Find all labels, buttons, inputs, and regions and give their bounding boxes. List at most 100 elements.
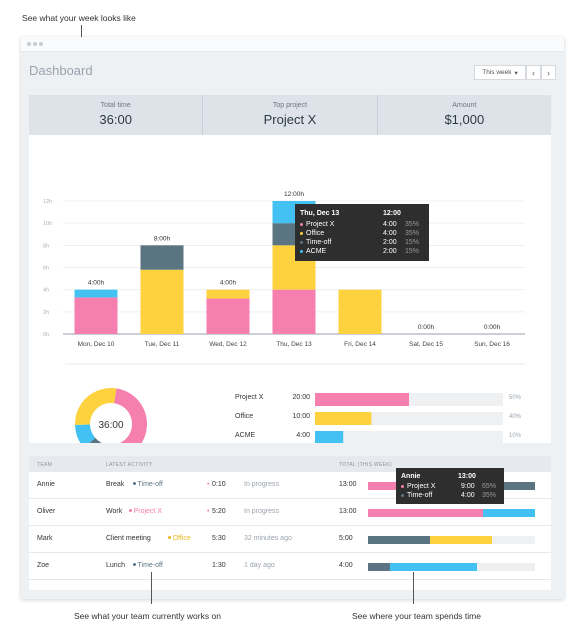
bar-total-label: 0:00h (418, 324, 435, 331)
tooltip-row-pct: 35% (405, 221, 420, 228)
tooltip-total: 13:00 (458, 473, 476, 480)
chevron-left-icon: ‹ (532, 67, 535, 78)
tooltip-row-time: 2:00 (383, 239, 397, 246)
breakdown-time: 10:00 (292, 413, 310, 420)
tooltip-row-time: 9:00 (461, 483, 475, 490)
breakdown-track (315, 431, 503, 443)
tooltip-total: 12:00 (383, 210, 401, 217)
bar-segment[interactable] (74, 297, 118, 334)
bar-segment[interactable] (140, 245, 184, 270)
tooltip-row-name: Project X (407, 483, 436, 490)
weekly-bar-chart: 0h 2h 4h 6h 8h 10h 12h 4:00h Mon, Dec 10 8:00h Tue… (43, 191, 525, 443)
breakdown-bar[interactable] (315, 393, 409, 406)
member-time-segment[interactable] (368, 563, 390, 571)
tooltip-row-pct: 35% (405, 230, 420, 237)
bar-segment[interactable] (140, 269, 184, 334)
x-tick-label: Sat, Dec 15 (409, 341, 443, 348)
activity-duration: 5:20 (212, 508, 226, 515)
window-dot (39, 42, 43, 46)
week-select[interactable]: This week ▾ (474, 65, 526, 80)
tooltip-row-name: Time-off (306, 239, 332, 246)
activity-status: 32 minutes ago (244, 535, 292, 542)
tooltip-row-time: 4:00 (383, 221, 397, 228)
stat-total-time: Total time 36:00 (29, 95, 204, 135)
breakdown-bar[interactable] (315, 431, 344, 443)
bar-segment[interactable] (206, 298, 250, 334)
member-time-segment[interactable] (368, 536, 430, 544)
tooltip-row-pct: 35% (482, 492, 497, 499)
member-time-segment[interactable] (368, 509, 484, 517)
callout-team-line (151, 572, 152, 604)
tooltip-row-pct: 15% (405, 239, 420, 246)
running-dot: • (207, 481, 210, 488)
activity-task: Lunch (106, 562, 126, 569)
overview-panel: 0h 2h 4h 6h 8h 10h 12h 4:00h Mon, Dec 10 8:00h Tue… (29, 135, 551, 443)
legend-dot (401, 485, 404, 488)
prev-week-button[interactable]: ‹ (526, 65, 541, 80)
member-total: 13:00 (339, 508, 357, 515)
x-tick-label: Mon, Dec 10 (78, 341, 115, 348)
activity-status: In progress (244, 481, 280, 488)
breakdown-percent: 40% (509, 414, 522, 420)
running-dot: • (207, 508, 210, 515)
stat-label: Top project (272, 102, 308, 109)
activity-status: 1 day ago (244, 562, 275, 569)
chevron-right-icon: › (547, 67, 550, 78)
callout-time-line (413, 572, 414, 604)
team-row[interactable]: Mark Client meeting Office 5:30 32 minutes a… (29, 526, 551, 553)
activity-project: Project X (126, 508, 162, 515)
team-table: TEAM LATEST ACTIVITY TOTAL (THIS WEEK) A… (29, 456, 551, 590)
member-time-segment[interactable] (389, 563, 477, 571)
stats-bar: Total time 36:00 Top project Project X A… (29, 95, 551, 135)
donut-center-label: 36:00 (98, 420, 123, 431)
callout-team-time: See where your team spends time (352, 611, 481, 621)
tooltip-row-name: Office (306, 230, 325, 237)
member-name: Annie (37, 481, 55, 488)
x-tick-label: Fri, Dec 14 (344, 341, 376, 348)
bar-segment[interactable] (206, 289, 250, 299)
tooltip-row-time: 4:00 (383, 230, 397, 237)
breakdown-time: 20:00 (292, 394, 310, 401)
y-tick-label: 2h (43, 310, 49, 316)
stat-amount: Amount $1,000 (378, 95, 551, 135)
bar-total-label: 0:00h (484, 324, 501, 331)
bar-total-label: 12:00h (284, 191, 304, 198)
bar-total-label: 4:00h (220, 280, 237, 287)
team-tooltip: Annie 13:00 Project X 9:00 65% Time-off 4:00… (396, 468, 504, 504)
bar-segment[interactable] (74, 289, 118, 298)
x-tick-label: Thu, Dec 13 (276, 341, 312, 348)
donut-slice[interactable] (84, 437, 101, 443)
app-window: Dashboard This week ▾ ‹ › Total time 36:… (21, 37, 564, 599)
breakdown-name: Office (235, 413, 253, 420)
breakdown-time: 4:00 (296, 432, 310, 439)
tooltip-name: Annie (401, 473, 421, 480)
donut-slice[interactable] (94, 388, 147, 443)
activity-task: Work (106, 508, 123, 515)
tooltip-row-pct: 65% (482, 483, 497, 490)
bar-segment[interactable] (272, 289, 316, 334)
tooltip-row-name: Project X (306, 221, 335, 228)
team-row[interactable]: Oliver Work Project X • 5:20 In progress 13:00 (29, 499, 551, 526)
tooltip-row-name: ACME (306, 248, 327, 255)
y-tick-label: 8h (43, 243, 49, 249)
donut-slice[interactable] (75, 388, 117, 425)
x-tick-label: Sun, Dec 16 (474, 341, 510, 348)
breakdown-bar[interactable] (315, 412, 372, 425)
member-total: 13:00 (339, 481, 357, 488)
donut-slice[interactable] (75, 424, 96, 443)
team-row[interactable]: Zoe Lunch Time-off 1:30 1 day ago 4:00 (29, 553, 551, 580)
legend-dot (300, 241, 303, 244)
callout-team-work: See what your team currently works on (74, 611, 221, 621)
member-time-segment[interactable] (483, 509, 535, 517)
activity-project: Office (165, 535, 191, 542)
bar-segment[interactable] (338, 289, 382, 334)
window-dot (27, 42, 31, 46)
next-week-button[interactable]: › (541, 65, 556, 80)
activity-duration: 0:10 (212, 481, 226, 488)
page-title: Dashboard (29, 63, 93, 78)
bar-total-label: 4:00h (88, 280, 105, 287)
member-time-segment[interactable] (429, 536, 492, 544)
tooltip-row-pct: 15% (405, 248, 420, 255)
window-titlebar (21, 37, 564, 52)
legend-dot (401, 494, 404, 497)
